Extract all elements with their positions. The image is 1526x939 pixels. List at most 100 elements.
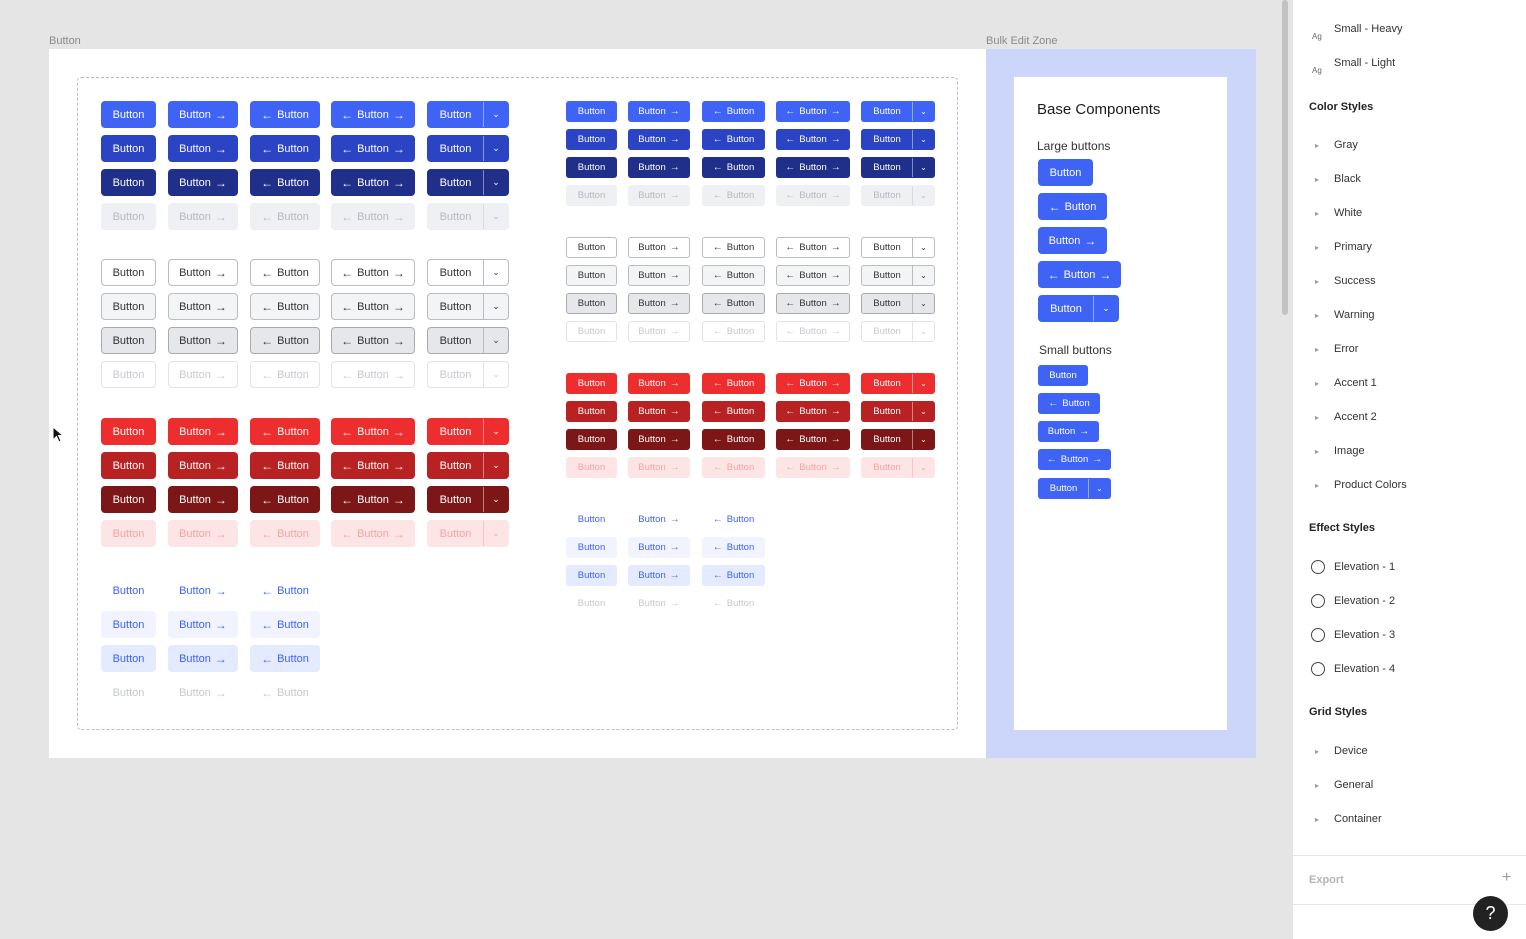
button-plain[interactable]: Button [101,486,156,513]
canvas-scrollbar[interactable] [1280,0,1292,939]
button-right[interactable]: Button → [628,565,690,586]
color-style-error[interactable]: Error [1334,343,1359,355]
color-style-accent-1[interactable]: Accent 1 [1334,377,1377,389]
button-split[interactable]: Button ⌄ [427,452,509,479]
button-left[interactable]: ← Button [702,565,765,586]
button-split[interactable]: Button ⌄ [427,327,509,354]
button-plain[interactable]: Button [101,135,156,162]
button-plain[interactable]: Button [101,169,156,196]
button-left[interactable]: ← Button [702,509,765,530]
button-split[interactable]: Button ⌄ [1038,478,1111,499]
button-split[interactable]: Button ⌄ [427,418,509,445]
button-left[interactable]: ← Button [702,293,765,314]
button-split[interactable]: Button ⌄ [427,520,509,547]
button-plain[interactable]: Button [101,203,156,230]
button-right[interactable]: Button → [628,265,690,286]
button-split[interactable]: Button ⌄ [861,185,935,206]
button-both[interactable]: ← Button → [331,169,415,196]
button-plain[interactable]: Button [566,401,617,422]
button-left[interactable]: ← Button [702,373,765,394]
button-right[interactable]: Button → [628,429,690,450]
button-right[interactable]: Button → [628,457,690,478]
chevron-right-icon[interactable]: ▸ [1315,815,1320,824]
button-right[interactable]: Button → [1038,227,1107,254]
button-left[interactable]: ← Button [250,135,320,162]
button-left[interactable]: ← Button [702,101,765,122]
button-left[interactable]: ← Button [702,321,765,342]
button-plain[interactable]: Button [101,101,156,128]
button-plain[interactable]: Button [101,452,156,479]
button-both[interactable]: ← Button → [331,327,415,354]
button-left[interactable]: ← Button [702,265,765,286]
button-right[interactable]: Button → [628,321,690,342]
button-plain[interactable]: Button [101,259,156,286]
color-style-gray[interactable]: Gray [1334,139,1358,151]
button-both[interactable]: ← Button → [331,452,415,479]
button-split[interactable]: Button ⌄ [861,373,935,394]
chevron-down-icon[interactable]: ⌄ [483,294,508,319]
chevron-down-icon[interactable]: ⌄ [483,136,508,161]
button-split[interactable]: Button ⌄ [427,259,509,286]
chevron-down-icon[interactable]: ⌄ [483,170,508,195]
button-both[interactable]: ← Button → [331,520,415,547]
button-split[interactable]: Button ⌄ [427,293,509,320]
bulk-edit-zone[interactable]: Base Components Large buttons Small butt… [986,49,1256,758]
button-left[interactable]: ← Button [250,203,320,230]
button-right[interactable]: Button → [628,101,690,122]
chevron-down-icon[interactable]: ⌄ [912,322,934,341]
button-plain[interactable]: Button [101,520,156,547]
button-both[interactable]: ← Button → [331,203,415,230]
button-plain[interactable]: Button [101,611,156,638]
button-both[interactable]: ← Button → [776,373,850,394]
button-plain[interactable]: Button [566,373,617,394]
button-split[interactable]: Button ⌄ [861,429,935,450]
button-right[interactable]: Button → [628,401,690,422]
button-plain[interactable]: Button [566,565,617,586]
button-plain[interactable]: Button [566,237,617,258]
button-plain[interactable]: Button [566,265,617,286]
button-plain[interactable]: Button [101,361,156,388]
button-both[interactable]: ← Button → [776,401,850,422]
button-right[interactable]: Button → [168,327,238,354]
chevron-right-icon[interactable]: ▸ [1315,747,1320,756]
button-right[interactable]: Button → [1038,421,1099,442]
chevron-right-icon[interactable]: ▸ [1315,175,1320,184]
chevron-right-icon[interactable]: ▸ [1315,141,1320,150]
color-style-warning[interactable]: Warning [1334,309,1375,321]
button-left[interactable]: ← Button [1038,193,1107,220]
button-left[interactable]: ← Button [702,185,765,206]
chevron-down-icon[interactable]: ⌄ [912,158,934,177]
button-right[interactable]: Button → [168,452,238,479]
button-both[interactable]: ← Button → [1038,449,1111,470]
chevron-down-icon[interactable]: ⌄ [912,402,934,421]
chevron-right-icon[interactable]: ▸ [1315,413,1320,422]
help-button[interactable]: ? [1473,896,1508,931]
chevron-down-icon[interactable]: ⌄ [483,521,508,546]
button-plain[interactable]: Button [566,593,617,614]
chevron-down-icon[interactable]: ⌄ [912,430,934,449]
button-plain[interactable]: Button [566,321,617,342]
button-both[interactable]: ← Button → [776,101,850,122]
button-left[interactable]: ← Button [250,452,320,479]
button-left[interactable]: ← Button [250,645,320,672]
chevron-down-icon[interactable]: ⌄ [1088,479,1110,498]
chevron-down-icon[interactable]: ⌄ [483,487,508,512]
chevron-down-icon[interactable]: ⌄ [912,102,934,121]
button-right[interactable]: Button → [628,129,690,150]
button-right[interactable]: Button → [168,611,238,638]
button-left[interactable]: ← Button [702,157,765,178]
button-both[interactable]: ← Button → [776,321,850,342]
effect-style-elevation-3[interactable]: Elevation - 3 [1334,629,1396,641]
button-left[interactable]: ← Button [250,361,320,388]
button-both[interactable]: ← Button → [776,265,850,286]
button-both[interactable]: ← Button → [776,237,850,258]
button-both[interactable]: ← Button → [776,293,850,314]
button-split[interactable]: Button ⌄ [861,101,935,122]
button-right[interactable]: Button → [168,203,238,230]
button-plain[interactable]: Button [1038,365,1088,386]
add-export-icon[interactable]: + [1502,869,1512,886]
button-right[interactable]: Button → [628,157,690,178]
button-split[interactable]: Button ⌄ [861,401,935,422]
button-plain[interactable]: Button [101,645,156,672]
button-left[interactable]: ← Button [702,401,765,422]
